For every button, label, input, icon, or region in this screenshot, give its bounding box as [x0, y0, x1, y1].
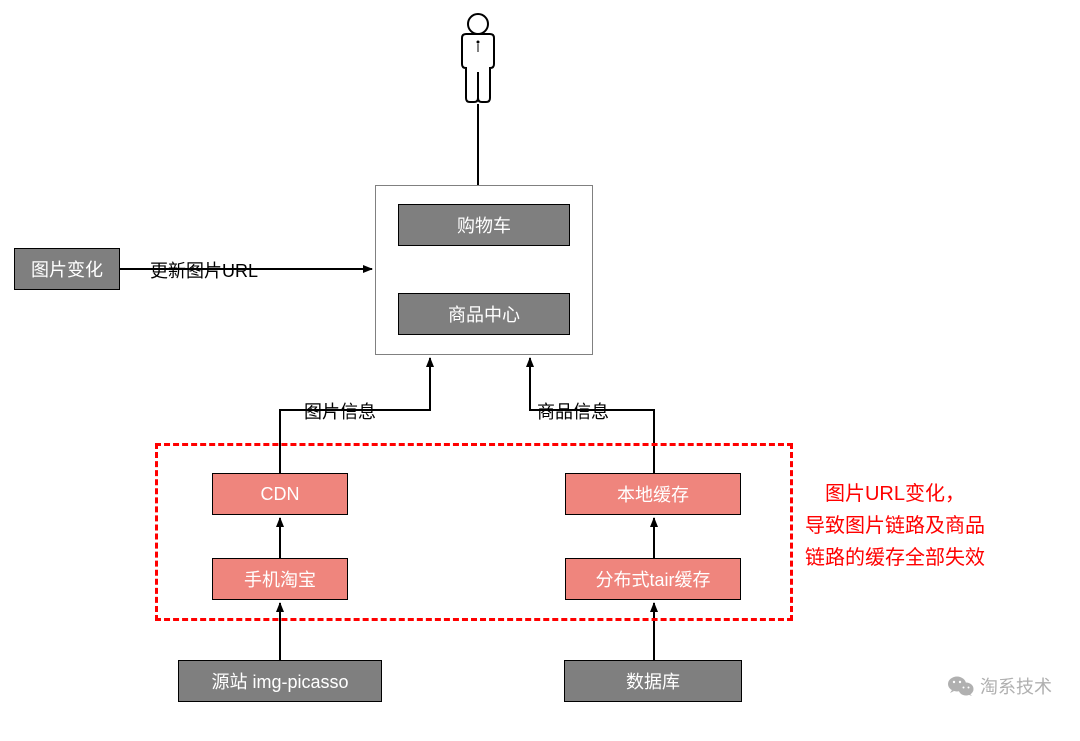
node-cart: 购物车 [398, 204, 570, 246]
actor-user-icon [450, 12, 506, 104]
annotation-line1: 图片URL变化， [805, 478, 985, 510]
node-img-change: 图片变化 [14, 248, 120, 290]
watermark: 淘系技术 [948, 673, 1052, 699]
node-origin: 源站 img-picasso [178, 660, 382, 702]
wechat-icon [948, 675, 974, 697]
node-tair-cache: 分布式tair缓存 [565, 558, 741, 600]
node-label: 源站 img-picasso [211, 668, 348, 694]
edge-label-lbl-update-url: 更新图片URL [150, 257, 258, 283]
edge-label-lbl-img-info: 图片信息 [304, 398, 376, 424]
node-db: 数据库 [564, 660, 742, 702]
edge-label-lbl-prod-info: 商品信息 [537, 398, 609, 424]
node-label: 商品中心 [448, 301, 520, 327]
node-label: 购物车 [457, 212, 511, 238]
node-label: 手机淘宝 [244, 566, 316, 592]
node-label: 本地缓存 [617, 481, 689, 507]
node-label: 分布式tair缓存 [595, 566, 710, 592]
watermark-text: 淘系技术 [980, 673, 1052, 699]
node-cdn: CDN [212, 473, 348, 515]
node-item-center: 商品中心 [398, 293, 570, 335]
node-label: 数据库 [626, 668, 680, 694]
annotation-line3: 链路的缓存全部失效 [805, 542, 985, 574]
node-label: 图片变化 [31, 256, 103, 282]
node-label: CDN [261, 484, 300, 505]
node-mtaobao: 手机淘宝 [212, 558, 348, 600]
edges-layer [0, 0, 1080, 741]
annotation-line2: 导致图片链路及商品 [805, 510, 985, 542]
annotation-cache-invalid: 图片URL变化， 导致图片链路及商品 链路的缓存全部失效 [805, 478, 985, 574]
node-local-cache: 本地缓存 [565, 473, 741, 515]
